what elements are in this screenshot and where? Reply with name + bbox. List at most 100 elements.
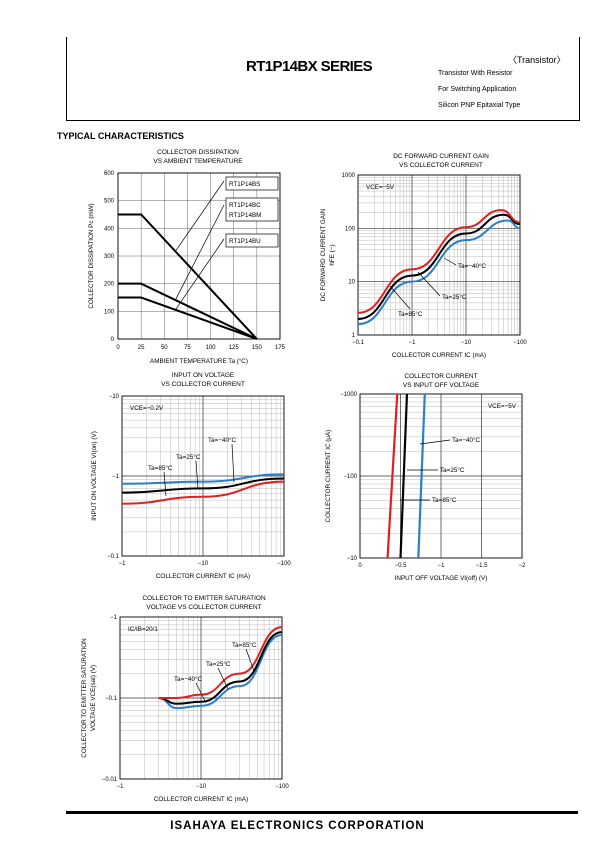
- y-axis-label: COLLECTOR TO EMITTER SATURATION: [81, 638, 88, 758]
- y-tick-label: 0: [111, 337, 115, 343]
- y-tick-label: −0.1: [105, 696, 118, 702]
- y-tick-label: 600: [104, 171, 115, 177]
- x-axis-label: AMBIENT TEMPERATURE Ta (°C): [150, 357, 248, 365]
- y-tick-label: 1: [352, 333, 356, 339]
- series-label: Ta=85°C: [398, 310, 423, 318]
- y-tick-label: 100: [104, 309, 115, 315]
- plot-frame: [357, 174, 521, 336]
- series-line: [399, 393, 409, 559]
- x-tick-label: 25: [138, 345, 145, 351]
- leader-line: [175, 180, 225, 252]
- series-line: [417, 393, 426, 559]
- series-line: [118, 282, 258, 340]
- leader-line: [245, 648, 255, 672]
- chart-vce-sat: −1 −10 −100 −0.01 −0.1 −1 COLLECTOR CURRENT IC…: [81, 615, 289, 803]
- series-label: Ta=−40°C: [174, 675, 203, 683]
- legend-label: RT1P14BM: [229, 212, 261, 219]
- chart2-title: DC FORWARD CURRENT GAIN VS COLLECTOR CUR…: [393, 153, 489, 169]
- x-axis-label: COLLECTOR CURRENT IC (mA): [154, 796, 248, 803]
- footer-rule: [66, 811, 578, 814]
- section-title: TYPICAL CHARACTERISTICS: [57, 131, 184, 141]
- series-label: Ta=25°C: [206, 660, 231, 668]
- header-line-3: Silicon PNP Epitaxial Type: [438, 102, 521, 109]
- chart-collector-dissipation: 0 25 50 75 100 125 150 175 0 100 200 300 400 500 600 AM…: [88, 171, 286, 365]
- series-label: Ta=85°C: [232, 641, 257, 649]
- y-tick-label: −0.1: [107, 554, 120, 560]
- plot-frame: [121, 395, 285, 557]
- x-tick-label: 75: [184, 345, 191, 351]
- plot-frame: [359, 393, 523, 559]
- x-tick-label: −100: [277, 561, 291, 567]
- footer-company: ISAHAYA ELECTRONICS CORPORATION: [170, 820, 425, 832]
- y-axis-label: INPUT ON VOLTAGE VI(on) (V): [91, 431, 98, 521]
- y-axis-label: COLLECTOR DISSIPATION Pc (mW): [88, 203, 95, 308]
- x-axis-label: COLLECTOR CURRENT IC (mA): [156, 573, 250, 580]
- series-line: [118, 296, 258, 340]
- y-tick-label: −1000: [340, 392, 358, 398]
- y-tick-label: 100: [345, 226, 356, 232]
- series-label: Ta=25°C: [442, 293, 467, 301]
- chart-annotation: VCE=−5V: [366, 184, 395, 191]
- series-line: [357, 209, 521, 314]
- series-title: RT1P14BX SERIES: [246, 58, 373, 75]
- x-tick-label: −2: [519, 563, 527, 569]
- y-tick-label: −100: [343, 474, 357, 480]
- leader-line: [175, 238, 225, 310]
- series-line: [158, 633, 283, 710]
- y-tick-label: 10: [348, 280, 355, 286]
- x-tick-label: −1: [119, 561, 127, 567]
- series-label: Ta=−40°C: [452, 436, 481, 444]
- chart-annotation: IC/IB=20/1: [128, 626, 158, 633]
- y-tick-label: −1: [112, 474, 120, 480]
- leader-line: [443, 257, 457, 266]
- chart4-title: COLLECTOR CURRENT VS INPUT OFF VOLTAGE: [402, 373, 480, 389]
- x-tick-label: −100: [513, 340, 527, 346]
- x-tick-label: −1.5: [476, 563, 489, 569]
- legend-label: RT1P14BU: [229, 238, 261, 245]
- y-tick-label: 1000: [342, 173, 356, 179]
- series-line: [158, 631, 283, 705]
- leader-line: [195, 460, 199, 490]
- leader-line: [389, 285, 411, 310]
- x-tick-label: −10: [461, 340, 472, 346]
- plot-frame: [119, 616, 283, 780]
- category-label: 〈Transistor〉: [508, 55, 566, 65]
- plot-frame: [117, 172, 281, 340]
- y-tick-label: 300: [104, 254, 115, 260]
- x-tick-label: 0: [358, 563, 362, 569]
- x-tick-label: 50: [161, 345, 168, 351]
- x-tick-label: −0.1: [352, 340, 365, 346]
- leader-line: [163, 471, 167, 497]
- y-tick-label: 500: [104, 199, 115, 205]
- leader-line: [195, 682, 207, 704]
- y-axis-label: COLLECTOR CURRENT IC (μA): [325, 430, 332, 523]
- legend-label: RT1P14BS: [229, 181, 260, 188]
- y-axis-label: VOLTAGE VCE(sat) (V): [90, 665, 97, 731]
- series-line: [158, 626, 283, 699]
- legend-box: [225, 233, 279, 248]
- leader-line: [419, 439, 451, 445]
- header-frame: [66, 37, 580, 121]
- y-tick-label: 200: [104, 282, 115, 288]
- chart5-title: COLLECTOR TO EMITTER SATURATION VOLTAGE …: [142, 595, 266, 611]
- y-tick-label: 400: [104, 226, 115, 232]
- series-line: [357, 219, 521, 326]
- x-tick-label: 150: [252, 345, 263, 351]
- chart1-title: COLLECTOR DISSIPATION VS AMBIENT TEMPERA…: [153, 149, 243, 165]
- x-tick-label: −1: [438, 563, 446, 569]
- y-tick-label: −10: [347, 556, 358, 562]
- x-tick-label: 175: [275, 345, 286, 351]
- x-tick-label: −10: [196, 784, 207, 790]
- series-line: [121, 480, 285, 505]
- x-tick-label: −1: [117, 784, 125, 790]
- series-line: [121, 473, 285, 485]
- chart-annotation: VCE=−5V: [488, 403, 517, 410]
- series-label: Ta=25°C: [176, 453, 201, 461]
- series-line: [386, 393, 399, 559]
- y-tick-label: −1: [110, 615, 118, 621]
- leader-line: [217, 667, 229, 690]
- leader-line: [175, 204, 225, 301]
- chart-hfe: −0.1 −1 −10 −100 1 10 100 1000 COLLECTOR CURRENT…: [320, 173, 527, 359]
- x-tick-label: −0.5: [395, 563, 408, 569]
